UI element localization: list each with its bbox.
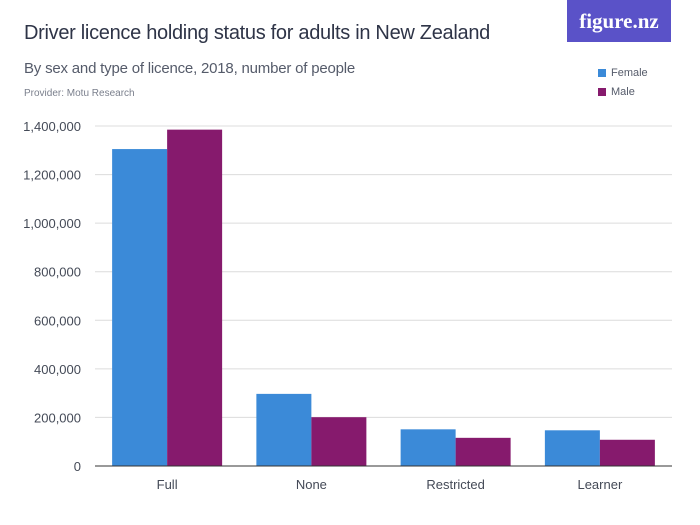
- bar-male-restricted: [455, 437, 511, 466]
- chart-subtitle: By sex and type of licence, 2018, number…: [24, 60, 356, 77]
- data-provider: Provider: Motu Research: [24, 88, 135, 99]
- x-tick-label: Learner: [577, 477, 622, 492]
- bar-male-learner: [599, 439, 655, 466]
- figure-nz-logo[interactable]: figure.nz: [567, 0, 671, 42]
- x-tick-label: Restricted: [426, 477, 485, 492]
- x-tick-label: None: [296, 477, 327, 492]
- bar-female-restricted: [400, 429, 456, 466]
- bar-male-full: [167, 129, 223, 466]
- legend-label-female: Female: [611, 66, 648, 79]
- bar-male-none: [311, 417, 367, 466]
- bar-female-learner: [544, 430, 600, 466]
- x-tick-label: Full: [157, 477, 178, 492]
- legend-swatch-female: [598, 68, 606, 77]
- bar-female-full: [112, 149, 168, 467]
- y-tick-label: 400,000: [34, 362, 81, 377]
- bar-female-none: [256, 393, 312, 466]
- y-tick-label: 1,000,000: [23, 216, 81, 231]
- y-tick-label: 800,000: [34, 265, 81, 280]
- y-tick-label: 600,000: [34, 313, 81, 328]
- legend-swatch-male: [598, 87, 606, 96]
- y-tick-label: 200,000: [34, 410, 81, 425]
- chart-title: Driver licence holding status for adults…: [24, 22, 490, 44]
- legend-label-male: Male: [611, 85, 635, 98]
- legend-item-male: Male: [598, 82, 648, 101]
- y-tick-label: 0: [74, 459, 81, 474]
- legend-item-female: Female: [598, 63, 648, 82]
- y-tick-label: 1,400,000: [23, 119, 81, 134]
- chart-legend: Female Male: [598, 63, 648, 101]
- y-tick-label: 1,200,000: [23, 168, 81, 183]
